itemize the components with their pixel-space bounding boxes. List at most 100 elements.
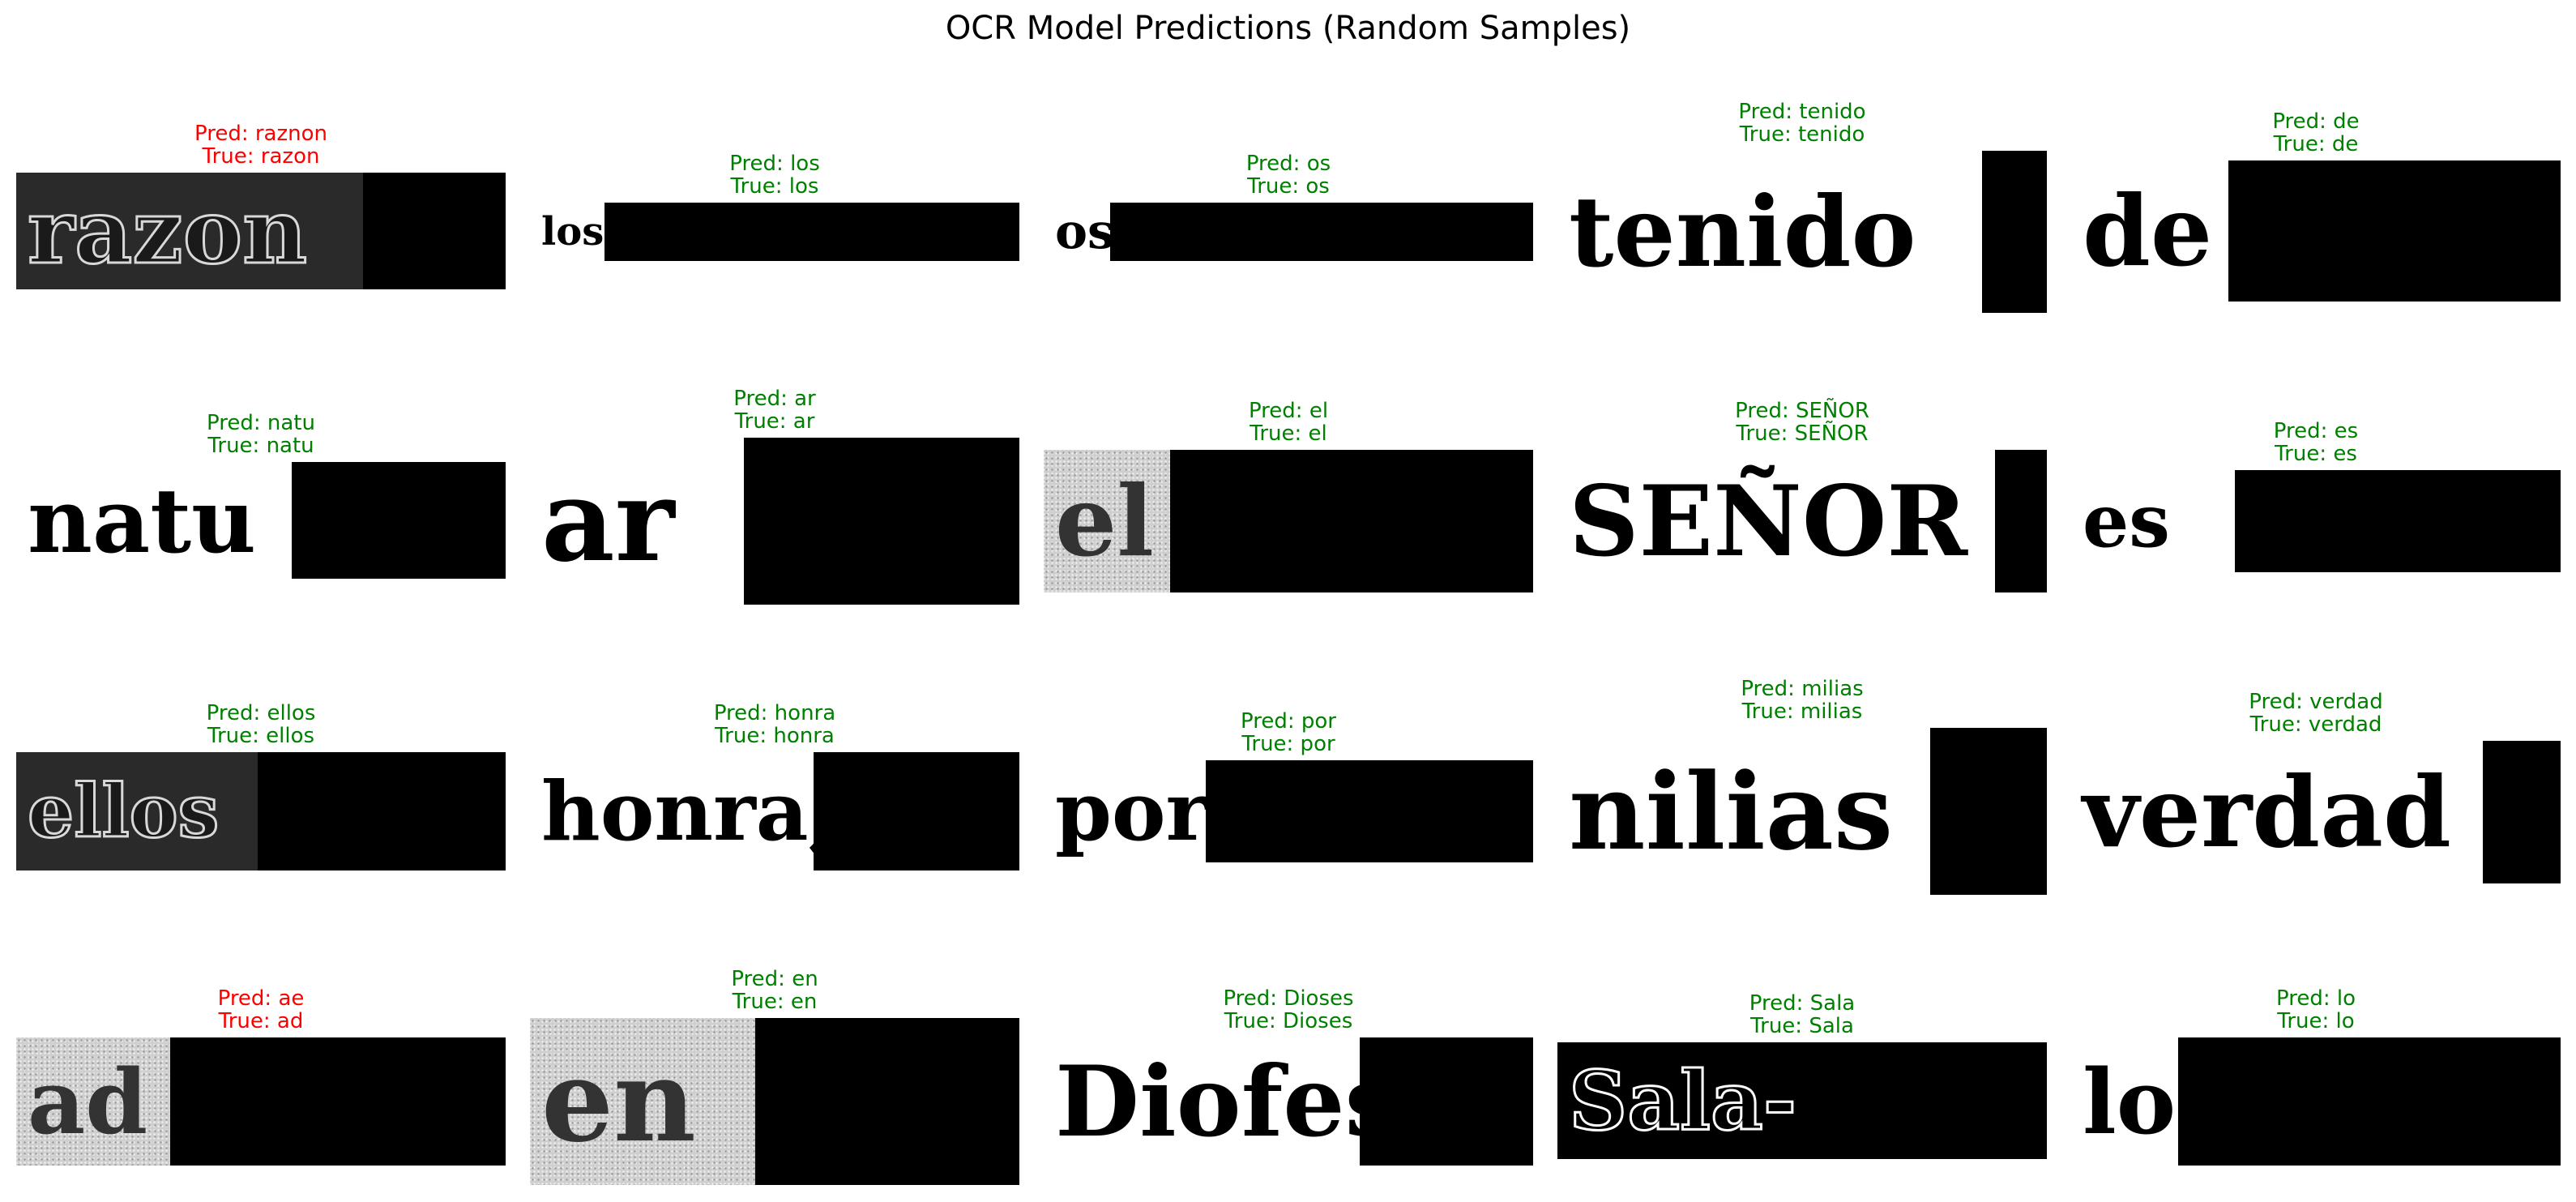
word-image: natu (16, 462, 506, 579)
word-image: es (2071, 470, 2561, 572)
handwritten-word: Diofes (1044, 1037, 1360, 1166)
handwritten-word: verdad (2071, 741, 2483, 883)
word-image: los (530, 203, 1019, 261)
word-image: lo (2071, 1037, 2561, 1166)
ground-truth-label: True: por (1241, 732, 1335, 756)
ground-truth-label: True: de (2273, 132, 2359, 156)
word-text: los (541, 209, 604, 255)
handwritten-word: los (530, 203, 604, 261)
prediction-label: Pred: el (1248, 399, 1329, 423)
word-image: el (1044, 450, 1533, 592)
prediction-label: Pred: os (1245, 152, 1331, 176)
handwritten-word: SEÑOR (1557, 450, 1995, 592)
prediction-label: Pred: raznon (194, 122, 327, 146)
prediction-label: Pred: los (729, 152, 820, 176)
prediction-label: Pred: ae (217, 986, 305, 1011)
prediction-label: Pred: SEÑOR (1735, 399, 1869, 423)
handwritten-word: nilias (1557, 728, 1930, 895)
ground-truth-label: True: tenido (1739, 122, 1865, 147)
handwritten-word: por (1044, 760, 1206, 862)
prediction-label: Pred: Sala (1749, 991, 1856, 1016)
word-text: honra, (541, 764, 814, 859)
handwritten-word: ar (530, 438, 744, 605)
prediction-label: Pred: es (2273, 419, 2359, 443)
word-image: en (530, 1018, 1019, 1185)
word-image: ad (16, 1037, 506, 1166)
word-image: ellos (16, 752, 506, 870)
word-image: por (1044, 760, 1533, 862)
word-text: nilias (1569, 749, 1894, 874)
handwritten-word: ellos (16, 752, 258, 870)
word-text: es (2083, 478, 2170, 564)
word-text: Diofes (1055, 1044, 1360, 1159)
word-image: honra, (530, 752, 1019, 870)
word-text: ellos (26, 768, 220, 856)
prediction-label: Pred: en (731, 967, 818, 991)
word-image: ar (530, 438, 1019, 605)
ground-truth-label: True: el (1250, 421, 1327, 446)
handwritten-word: el (1044, 450, 1170, 592)
word-image: verdad (2071, 741, 2561, 883)
ground-truth-label: True: Sala (1750, 1014, 1854, 1038)
prediction-label: Pred: por (1241, 709, 1336, 734)
ground-truth-label: True: lo (2277, 1009, 2355, 1033)
handwritten-word: natu (16, 462, 292, 579)
prediction-label: Pred: natu (207, 411, 315, 435)
prediction-label: Pred: ar (733, 387, 816, 411)
handwritten-word: honra, (530, 752, 814, 870)
word-image: tenido (1557, 151, 2047, 313)
word-image: razon (16, 173, 506, 289)
word-image: de (2071, 160, 2561, 302)
handwritten-word: os (1044, 203, 1110, 261)
ground-truth-label: True: os (1247, 174, 1330, 199)
handwritten-word: de (2071, 160, 2228, 302)
handwritten-word: tenido (1557, 151, 1982, 313)
handwritten-word: en (530, 1018, 755, 1185)
ground-truth-label: True: natu (207, 434, 314, 458)
ground-truth-label: True: honra (715, 724, 835, 748)
prediction-label: Pred: de (2272, 109, 2360, 134)
word-text: de (2083, 173, 2213, 289)
ground-truth-label: True: razon (202, 144, 320, 169)
word-image: Diofes (1044, 1037, 1533, 1166)
ground-truth-label: True: Dioses (1224, 1009, 1353, 1033)
word-text: ad (28, 1049, 148, 1154)
word-text: ar (541, 455, 675, 588)
word-text: lo (2083, 1049, 2177, 1154)
word-text: os (1055, 203, 1110, 260)
ground-truth-label: True: SEÑOR (1736, 421, 1869, 446)
ground-truth-label: True: los (730, 174, 819, 199)
prediction-label: Pred: milias (1741, 677, 1864, 701)
word-text: tenido (1569, 174, 1916, 289)
handwritten-word: ad (16, 1037, 170, 1166)
word-image: SEÑOR (1557, 450, 2047, 592)
word-image: Sala- (1557, 1042, 2047, 1159)
ground-truth-label: True: verdad (2249, 712, 2382, 737)
handwritten-word: es (2071, 470, 2235, 572)
prediction-label: Pred: Dioses (1223, 986, 1354, 1011)
ground-truth-label: True: ad (218, 1009, 304, 1033)
prediction-label: Pred: honra (713, 701, 836, 725)
word-text: razon (26, 178, 308, 284)
prediction-label: Pred: lo (2276, 986, 2356, 1011)
word-text: el (1055, 464, 1154, 579)
ground-truth-label: True: en (732, 990, 818, 1014)
word-text: SEÑOR (1569, 464, 1968, 579)
word-text: por (1055, 764, 1206, 859)
handwritten-word: razon (16, 173, 363, 289)
figure-title: OCR Model Predictions (Random Samples) (945, 10, 1631, 47)
word-image: os (1044, 203, 1533, 261)
word-text: en (541, 1035, 696, 1168)
prediction-label: Pred: ellos (206, 701, 316, 725)
ground-truth-label: True: ar (734, 409, 815, 434)
ground-truth-label: True: es (2275, 442, 2357, 466)
word-text: verdad (2083, 755, 2451, 870)
ground-truth-label: True: ellos (207, 724, 315, 748)
word-image: nilias (1557, 728, 2047, 895)
handwritten-word: lo (2071, 1037, 2178, 1166)
word-text: Sala- (1567, 1052, 1797, 1150)
word-text: natu (28, 468, 257, 573)
prediction-label: Pred: verdad (2249, 690, 2383, 714)
handwritten-word: Sala- (1557, 1042, 1805, 1159)
prediction-label: Pred: tenido (1738, 100, 1866, 124)
